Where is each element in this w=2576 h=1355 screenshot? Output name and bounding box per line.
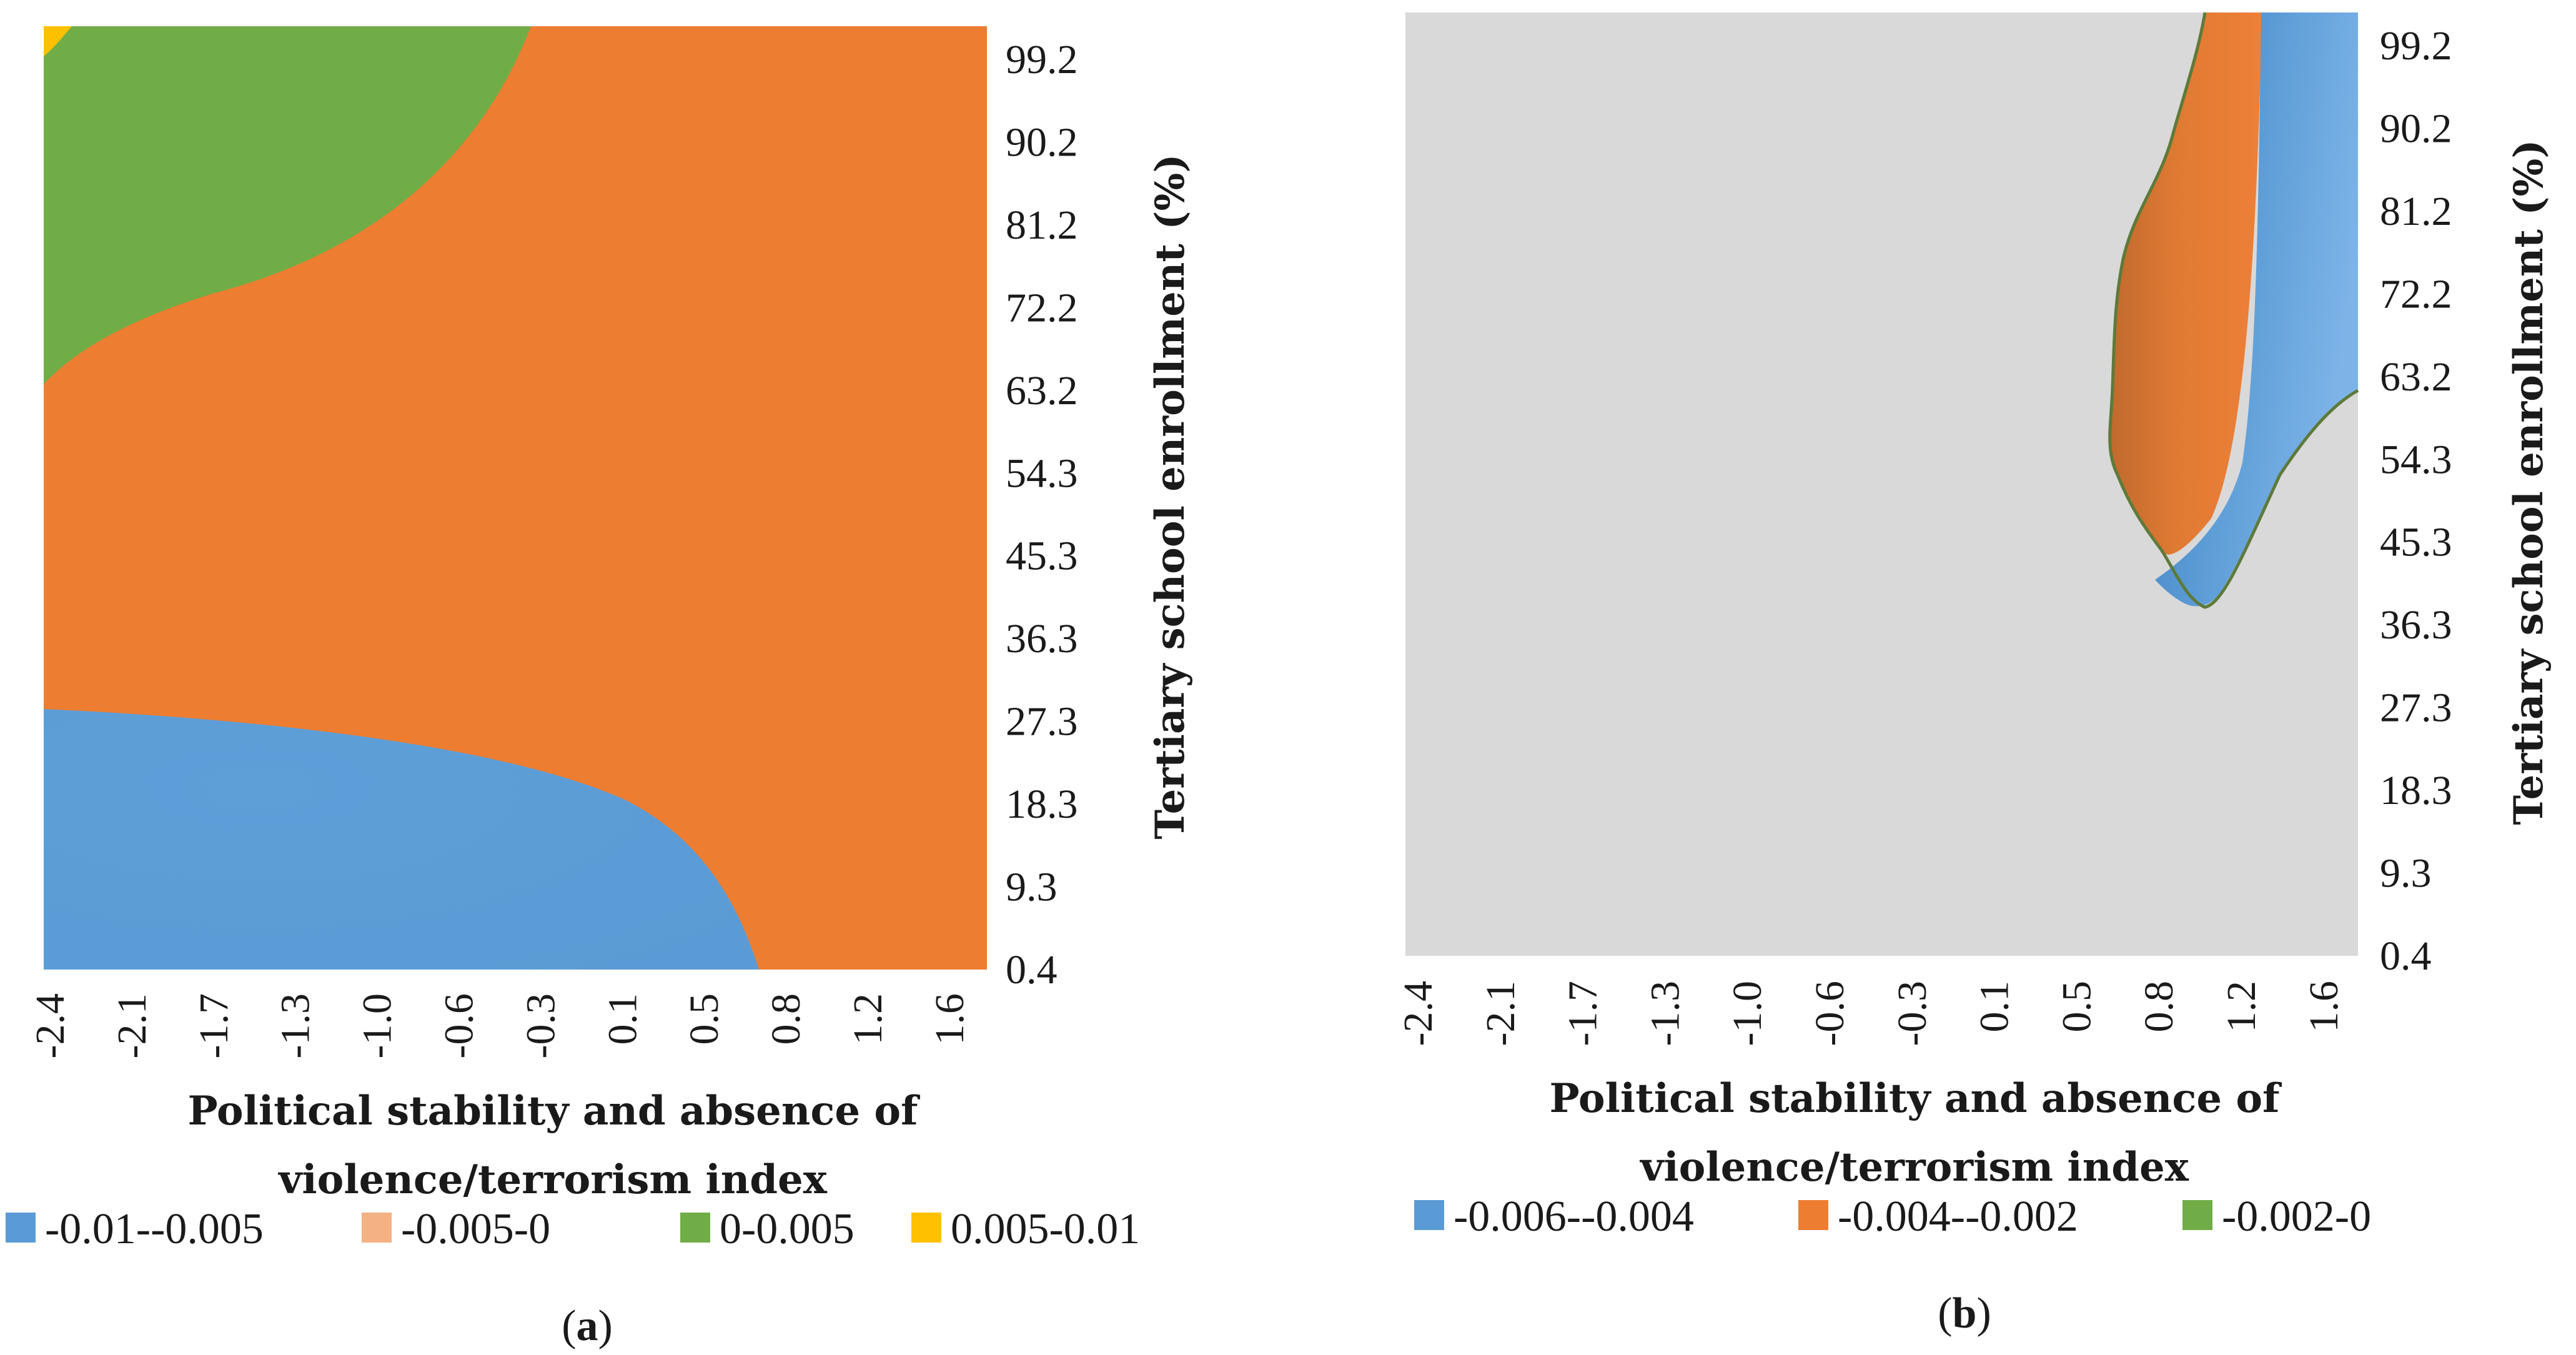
panel-a-x-axis-title-line-2: violence/terrorism index <box>277 1156 828 1203</box>
panel-a-x-tick-label: 0.1 <box>600 993 645 1045</box>
panel-b-x-axis-title-line-2: violence/terrorism index <box>1639 1144 2189 1191</box>
panel-b-x-tick-label: 1.6 <box>2301 981 2347 1033</box>
panel-b-y-tick-label: 9.3 <box>2380 851 2432 896</box>
panel-a-y-tick-label: 0.4 <box>1006 947 1058 993</box>
panel-a-legend-label: -0.01--0.005 <box>45 1205 264 1253</box>
panel-a-legend-swatch <box>6 1213 36 1243</box>
panel-b-y-tick-label: 45.3 <box>2380 520 2452 565</box>
panel-a-y-tick-label: 27.3 <box>1006 699 1078 745</box>
panel-b-x-tick-label: 1.2 <box>2219 981 2264 1033</box>
panel-b-legend-label: -0.006--0.004 <box>1454 1193 1694 1241</box>
panel-b-legend-swatch <box>1798 1200 1828 1230</box>
panel-a-legend-label: 0.005-0.01 <box>951 1205 1140 1253</box>
panel-b: 0.4 9.3 18.3 27.3 36.3 45.3 54.3 63.2 72.2 81.2 90… <box>1395 12 2552 1338</box>
panel-b-y-tick-label: 90.2 <box>2380 106 2452 151</box>
panel-b-y-tick-label: 0.4 <box>2380 933 2432 979</box>
panel-b-legend-swatch <box>2182 1200 2212 1230</box>
panel-b-region-outline <box>2108 12 2359 609</box>
panel-b-x-tick-label: -1.7 <box>1560 981 1606 1046</box>
panel-a-x-tick-label: 1.6 <box>927 993 973 1045</box>
panel-a-x-tick-label: 0.8 <box>763 993 809 1045</box>
panel-b-x-ticks: -2.4 -2.1 -1.7 -1.3 -1.0 -0.6 -0.3 0.1 0.5 0.8 1.2… <box>1395 981 2347 1046</box>
panel-a-y-tick-label: 18.3 <box>1006 782 1078 827</box>
panel-a-x-axis-title-line-1: Political stability and absence of <box>187 1088 920 1134</box>
panel-a-y-tick-label: 45.3 <box>1006 534 1078 579</box>
panel-b-x-tick-label: 0.5 <box>2054 981 2099 1033</box>
panel-a-x-tick-label: -2.1 <box>109 993 155 1058</box>
panel-b-y-ticks: 0.4 9.3 18.3 27.3 36.3 45.3 54.3 63.2 72.2 81.2 90… <box>2380 23 2452 979</box>
panel-b-x-axis-title-line-1: Political stability and absence of <box>1549 1075 2282 1122</box>
panel-a-x-tick-label: -1.0 <box>355 993 400 1058</box>
panel-a-x-tick-label: 0.5 <box>681 993 727 1045</box>
panel-b-y-tick-label: 72.2 <box>2380 271 2452 317</box>
panel-b-legend-label: -0.004--0.002 <box>1838 1193 2078 1241</box>
panel-a-legend-swatch <box>680 1213 710 1243</box>
panel-b-region-orange <box>2109 12 2261 555</box>
panel-a-y-tick-label: 63.2 <box>1006 368 1078 414</box>
panel-b-x-tick-label: -2.1 <box>1478 981 1523 1046</box>
panel-b-x-tick-label: -0.6 <box>1807 981 1853 1046</box>
panel-a-x-tick-label: -2.4 <box>27 993 73 1058</box>
panel-a-label: (a) <box>562 1302 613 1350</box>
panel-b-legend: -0.006--0.004 -0.004--0.002 -0.002-0 <box>1414 1193 2371 1241</box>
panel-a: 0.4 9.3 18.3 27.3 36.3 45.3 54.3 63.2 72.2 81.2 90… <box>6 26 1194 1350</box>
panel-a-x-ticks: -2.4 -2.1 -1.7 -1.3 -1.0 -0.6 -0.3 0.1 0.5 0.8 1.2… <box>27 993 973 1058</box>
panel-a-y-tick-label: 54.3 <box>1006 450 1078 496</box>
panel-a-legend-label: -0.005-0 <box>401 1205 550 1253</box>
panel-a-y-tick-label: 99.2 <box>1006 37 1078 82</box>
panel-b-y-tick-label: 27.3 <box>2380 685 2452 731</box>
panel-b-plot-area <box>1405 12 2359 956</box>
panel-a-y-tick-label: 36.3 <box>1006 616 1078 662</box>
panel-b-x-tick-label: -1.0 <box>1725 981 1770 1046</box>
panel-b-y-tick-label: 54.3 <box>2380 437 2452 482</box>
panel-b-x-tick-label: -1.3 <box>1642 981 1688 1046</box>
panel-b-label: (b) <box>1938 1289 1991 1338</box>
panel-b-y-tick-label: 99.2 <box>2380 23 2452 69</box>
panel-a-y-tick-label: 72.2 <box>1006 285 1078 330</box>
panel-a-y-tick-label: 9.3 <box>1006 865 1058 910</box>
panel-b-legend-label: -0.002-0 <box>2222 1193 2371 1241</box>
panel-b-region-blue <box>2155 12 2358 607</box>
panel-a-region-blue <box>44 709 759 970</box>
panel-a-x-tick-label: 1.2 <box>845 993 891 1045</box>
panel-a-x-tick-label: -0.3 <box>518 993 563 1058</box>
panel-b-x-tick-label: 0.8 <box>2136 981 2182 1033</box>
panel-b-y-tick-label: 81.2 <box>2380 189 2452 234</box>
panel-b-y-tick-label: 36.3 <box>2380 602 2452 648</box>
panel-b-legend-swatch <box>1414 1200 1444 1230</box>
panel-a-legend: -0.01--0.005 -0.005-0 0-0.005 0.005-0.01 <box>6 1205 1140 1253</box>
panel-b-x-tick-label: 0.1 <box>1972 981 2018 1033</box>
panel-a-legend-swatch <box>911 1213 941 1243</box>
panel-a-legend-label: 0-0.005 <box>720 1205 855 1253</box>
panel-b-y-tick-label: 63.2 <box>2380 354 2452 400</box>
panel-a-x-tick-label: -1.3 <box>273 993 319 1058</box>
panel-a-x-tick-label: -0.6 <box>437 993 482 1058</box>
panel-a-region-green <box>44 26 531 384</box>
panel-b-y-tick-label: 18.3 <box>2380 768 2452 813</box>
panel-a-y-tick-label: 90.2 <box>1006 119 1078 165</box>
panel-b-x-tick-label: -0.3 <box>1890 981 1935 1046</box>
panel-a-plot-area <box>44 26 987 970</box>
panel-b-x-tick-label: -2.4 <box>1395 981 1441 1046</box>
panel-a-y-tick-label: 81.2 <box>1006 202 1078 248</box>
panel-a-legend-swatch <box>362 1213 392 1243</box>
panel-b-y-axis-title: Tertiary school enrollment (%) <box>2505 139 2552 825</box>
panel-a-x-tick-label: -1.7 <box>191 993 237 1058</box>
panel-a-y-axis-title: Tertiary school enrollment (%) <box>1147 154 1194 839</box>
panel-a-y-ticks: 0.4 9.3 18.3 27.3 36.3 45.3 54.3 63.2 72.2 81.2 90… <box>1006 37 1078 993</box>
panel-a-region-yellow <box>44 26 72 56</box>
